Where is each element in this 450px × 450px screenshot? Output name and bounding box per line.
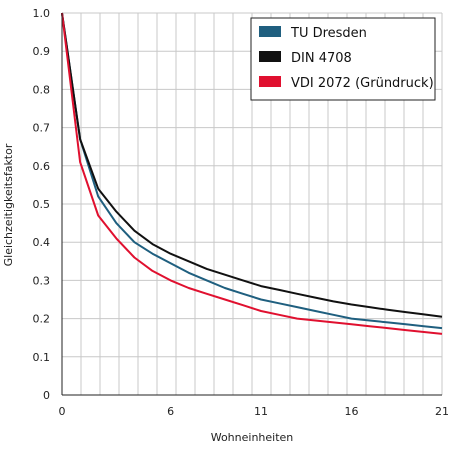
series-line-2 [61,12,443,318]
legend-label: TU Dresden [290,26,367,41]
x-tick-label: 21 [435,405,449,418]
x-axis-label: Wohneinheiten [211,431,294,444]
y-tick-label: 0.2 [33,313,51,326]
series-lines [61,12,443,335]
x-tick-label: 11 [254,405,268,418]
y-tick-label: 0.9 [33,45,51,58]
legend-swatch [259,26,281,37]
legend-label: DIN 4708 [291,51,352,66]
axes [61,13,442,396]
x-tick-label: 0 [59,405,66,418]
x-tick-label: 16 [345,405,359,418]
legend-swatch [259,76,281,87]
y-tick-label: 0.1 [33,351,51,364]
y-tick-label: 0.8 [33,83,51,96]
legend-box [250,17,436,101]
legend-label: VDI 2072 (Gründruck) [291,76,434,91]
y-tick-label: 0.6 [33,160,51,173]
y-tick-label: 0.4 [33,236,51,249]
y-axis-label: Gleichzeitigkeitsfaktor [2,143,15,266]
y-tick-label: 0.3 [33,274,51,287]
y-tick-label: 0.7 [33,122,51,135]
y-tick-label: 0 [43,389,50,402]
x-tick-labels: 0 6 11 16 21 [59,405,450,418]
legend: TU Dresden DIN 4708 VDI 2072 (Gründruck) [250,17,436,101]
series-line-3 [61,12,443,335]
series-line-1 [61,12,443,330]
x-tick-label: 6 [167,405,174,418]
legend-swatch [259,51,281,62]
y-tick-labels: 0 0.1 0.2 0.3 0.4 0.5 0.6 0.7 0.8 0.9 1.0 [33,7,51,402]
y-tick-label: 0.5 [33,198,51,211]
y-tick-label: 1.0 [33,7,51,20]
